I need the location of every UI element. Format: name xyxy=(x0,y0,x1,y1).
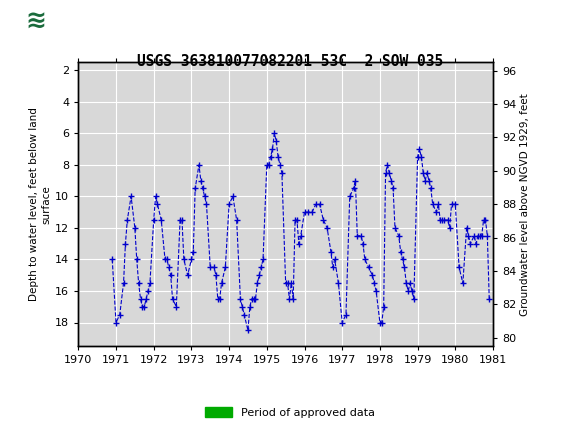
FancyBboxPatch shape xyxy=(3,3,70,42)
Text: ≋: ≋ xyxy=(26,9,46,34)
Text: USGS: USGS xyxy=(81,12,132,31)
Y-axis label: Groundwater level above NGVD 1929, feet: Groundwater level above NGVD 1929, feet xyxy=(520,93,531,316)
Legend: Period of approved data: Period of approved data xyxy=(200,403,380,422)
Text: USGS 363810077082201 53C  2 SOW 035: USGS 363810077082201 53C 2 SOW 035 xyxy=(137,54,443,69)
Y-axis label: Depth to water level, feet below land
surface: Depth to water level, feet below land su… xyxy=(30,108,51,301)
